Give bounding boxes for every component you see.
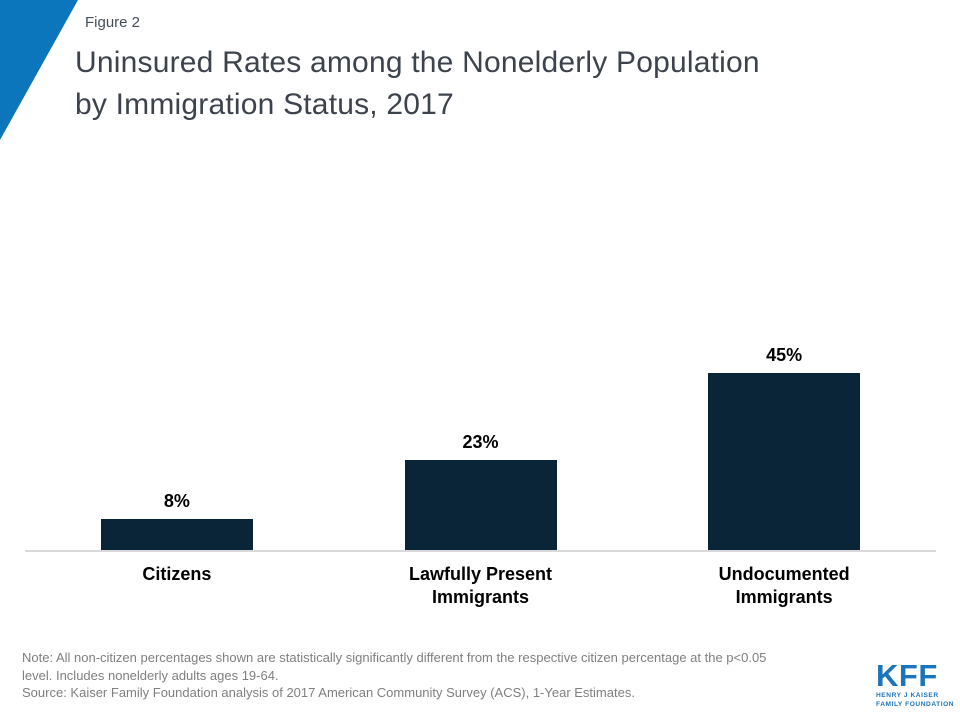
bar-group: 23% Lawfully Present Immigrants bbox=[329, 0, 633, 607]
bar-group: 8% Citizens bbox=[25, 0, 329, 584]
bar-chart: 8% Citizens 23% Lawfully Present Immigrants 4… bbox=[25, 0, 936, 607]
category-label: Undocumented Immigrants bbox=[718, 564, 850, 607]
bar bbox=[708, 373, 861, 551]
kff-logo-acronym: KFF bbox=[876, 658, 938, 693]
kff-logo: KFF HENRY J KAISER FAMILY FOUNDATION bbox=[876, 660, 958, 708]
bar-group: 45% Undocumented Immigrants bbox=[632, 0, 936, 607]
kff-logo-subtext-2: FAMILY FOUNDATION bbox=[876, 700, 955, 708]
bar-value-label: 23% bbox=[462, 432, 499, 452]
x-axis-line bbox=[25, 550, 936, 552]
chart-title-line-2: by Immigration Status, 2017 bbox=[75, 88, 454, 121]
category-label: Lawfully Present Immigrants bbox=[408, 564, 553, 607]
figure-label: Figure 2 bbox=[85, 14, 141, 31]
footnote-line-2: level. Includes nonelderly adults ages 1… bbox=[22, 667, 279, 683]
bar bbox=[100, 519, 253, 551]
chart-title-line-1: Uninsured Rates among the Nonelderly Pop… bbox=[75, 46, 760, 79]
footnote-line-1: Note: All non-citizen percentages shown … bbox=[22, 650, 767, 665]
footnote: Note: All non-citizen percentages shown … bbox=[22, 649, 766, 702]
chart-title: Uninsured Rates among the Nonelderly Pop… bbox=[75, 42, 760, 126]
bar bbox=[404, 460, 557, 551]
footnote-line-3: Source: Kaiser Family Foundation analysi… bbox=[22, 685, 635, 700]
corner-triangle-shape bbox=[0, 0, 78, 140]
kff-logo-subtext-1: HENRY J KAISER bbox=[876, 692, 939, 699]
bar-value-label: 45% bbox=[766, 345, 803, 365]
bar-value-label: 8% bbox=[163, 491, 190, 511]
category-label: Citizens bbox=[142, 564, 212, 584]
corner-triangle-icon bbox=[0, 0, 78, 140]
